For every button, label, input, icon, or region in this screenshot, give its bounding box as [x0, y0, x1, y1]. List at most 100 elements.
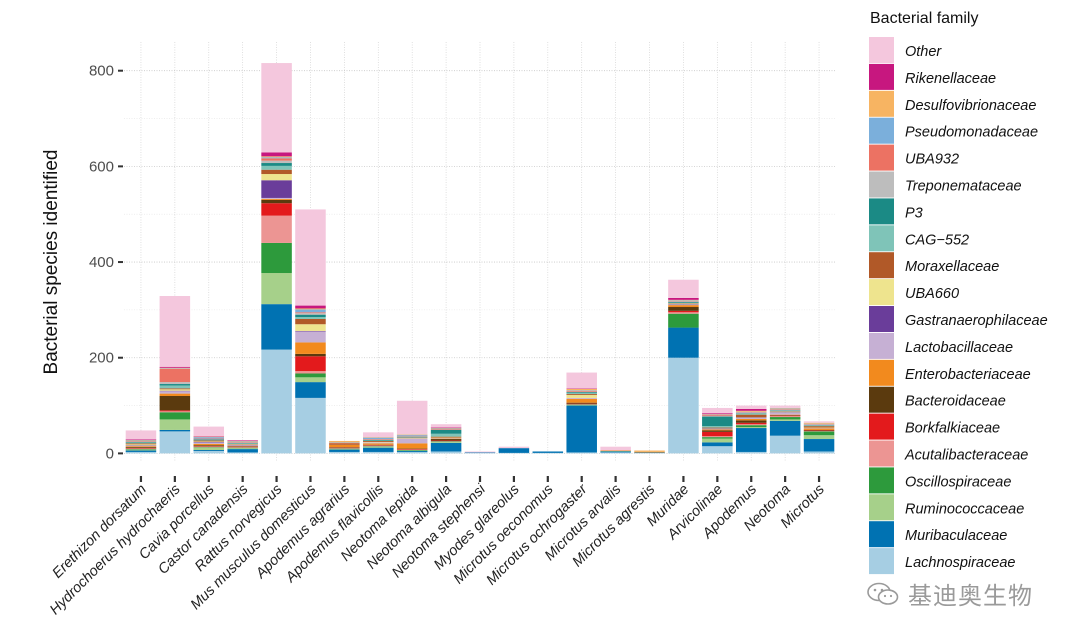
bar-segment	[396, 449, 428, 451]
bar-segment	[227, 447, 258, 449]
bar-segment	[295, 382, 326, 398]
bar-segment	[769, 408, 801, 409]
legend-swatch	[869, 90, 894, 117]
bar-segment	[159, 367, 191, 369]
legend-swatch	[869, 548, 894, 575]
bar-segment	[363, 440, 394, 441]
bar-stack	[600, 446, 631, 454]
bar-segment	[566, 395, 597, 398]
bar-segment	[769, 405, 801, 408]
bar-segment	[769, 410, 801, 412]
bar-segment	[159, 412, 191, 420]
bar-segment	[363, 439, 394, 440]
legend-swatch	[869, 413, 894, 440]
bar-stack	[634, 450, 665, 454]
bar-segment	[295, 313, 326, 315]
bar-segment	[396, 451, 428, 454]
bar-segment	[125, 445, 157, 447]
legend-label: Moraxellaceae	[905, 259, 999, 275]
bar-segment	[125, 440, 157, 441]
bar-segment	[261, 304, 292, 350]
bar-segment	[668, 304, 699, 305]
legend-swatch	[869, 37, 894, 63]
y-tick-label: 600	[89, 158, 114, 175]
bar-stack	[430, 424, 462, 454]
bar-segment	[261, 242, 292, 274]
bar-segment	[227, 444, 258, 446]
bar-segment	[261, 203, 292, 216]
bar-segment	[803, 425, 835, 427]
legend-swatch	[869, 440, 894, 467]
bar-segment	[295, 377, 326, 383]
bar-segment	[634, 451, 665, 453]
bar-segment	[702, 436, 733, 438]
bar-segment	[702, 430, 733, 432]
bar-segment	[295, 305, 326, 309]
bar-segment	[702, 407, 733, 414]
bar-segment	[803, 426, 835, 428]
legend-label: Treponemataceae	[905, 179, 1022, 195]
bar-segment	[159, 419, 191, 430]
bar-segment	[702, 442, 733, 447]
bar-segment	[566, 404, 597, 406]
legend-label: Borkfalkiaceae	[905, 421, 1000, 437]
bar-segment	[363, 445, 394, 446]
bar-segment	[735, 427, 767, 429]
bar-segment	[634, 450, 665, 452]
bar-segment	[193, 441, 225, 442]
bar-segment	[566, 372, 597, 389]
bar-segment	[566, 393, 597, 395]
bar-segment	[702, 426, 733, 428]
bar-segment	[193, 436, 225, 437]
bar-segment	[193, 437, 225, 439]
watermark-text: 基迪奥生物	[908, 582, 1033, 610]
bar-segment	[702, 428, 733, 430]
bar-segment	[430, 429, 462, 434]
bar-segment	[329, 442, 360, 443]
bar-segment	[803, 431, 835, 436]
bar-segment	[735, 413, 767, 415]
bar-segment	[227, 445, 258, 446]
legend-swatch	[869, 144, 894, 171]
bar-segment	[159, 390, 191, 392]
bar-segment	[396, 400, 428, 435]
bar-segment	[566, 452, 597, 454]
bar-segment	[261, 63, 292, 153]
bar-segment	[668, 302, 699, 304]
bar-segment	[396, 434, 428, 436]
bar-segment	[702, 428, 733, 430]
bar-segment	[668, 312, 699, 314]
y-tick-label: 800	[89, 63, 114, 80]
bar-segment	[430, 438, 462, 440]
bar-segment	[566, 392, 597, 394]
legend-swatch	[869, 521, 894, 548]
bar-segment	[125, 440, 157, 442]
bar-segment	[261, 158, 292, 161]
bar-segment	[668, 300, 699, 302]
bar-segment	[430, 440, 462, 442]
bar-segment	[159, 382, 191, 385]
bar-segment	[227, 445, 258, 447]
bar-segment	[261, 165, 292, 170]
bar-segment	[566, 388, 597, 389]
bar-segment	[566, 390, 597, 392]
bar-segment	[464, 451, 496, 453]
bar-stack	[803, 421, 835, 454]
bar-segment	[464, 452, 496, 453]
bar-segment	[803, 425, 835, 426]
bar-segment	[396, 450, 428, 451]
bar-segment	[159, 393, 191, 396]
bar-segment	[396, 450, 428, 452]
bar-segment	[363, 441, 394, 443]
bar-segment	[668, 305, 699, 308]
bar-segment	[600, 451, 631, 453]
bar-segment	[227, 443, 258, 444]
bar-segment	[227, 440, 258, 441]
bar-stack	[498, 446, 530, 454]
bar-segment	[430, 428, 462, 430]
bar-segment	[261, 273, 292, 305]
bar-segment	[702, 415, 733, 417]
bar-segment	[125, 451, 157, 454]
bar-segment	[363, 442, 394, 444]
